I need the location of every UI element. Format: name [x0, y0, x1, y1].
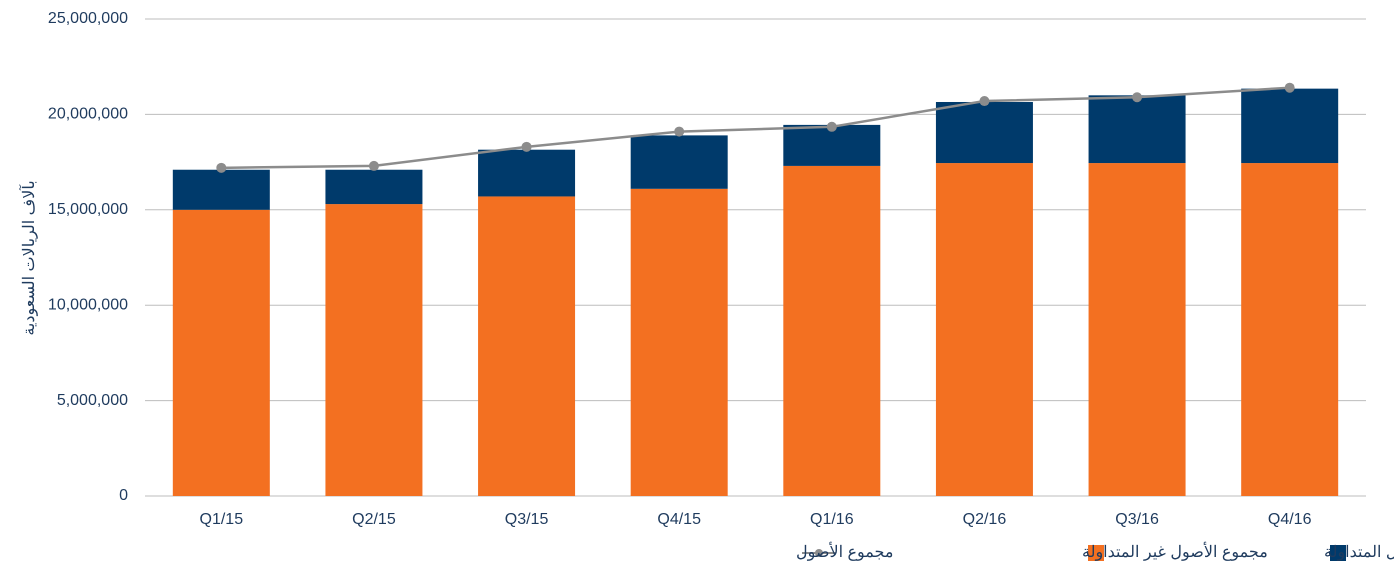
y-tick-label: 10,000,000	[48, 296, 128, 313]
x-tick-label: Q1/15	[200, 511, 244, 528]
y-tick-label: 0	[119, 487, 128, 504]
bar-segment	[1088, 95, 1186, 164]
x-tick-label: Q4/16	[1268, 511, 1312, 528]
bar-segment	[325, 204, 423, 497]
y-tick-label: 15,000,000	[48, 201, 128, 218]
line-point	[979, 96, 990, 107]
legend-label: مجموع الأصول غير المتداولة	[1082, 542, 1268, 561]
line-point	[1284, 82, 1295, 93]
legend-label: مجموع الأصول	[796, 542, 893, 561]
bar-segment	[935, 163, 1033, 496]
bar-segment	[1241, 88, 1339, 164]
bar-segment	[478, 149, 576, 197]
y-tick-label: 20,000,000	[48, 106, 128, 123]
legend-marker	[815, 549, 823, 557]
x-tick-label: Q3/16	[1115, 511, 1159, 528]
x-tick-label: Q4/15	[657, 511, 701, 528]
legend-label: مجموع الأصول المتداولة	[1324, 542, 1394, 561]
legend-swatch	[1088, 545, 1104, 561]
bar-segment	[325, 169, 423, 205]
bar-segment	[478, 196, 576, 496]
line-point	[368, 160, 379, 171]
bar-segment	[172, 209, 270, 497]
x-tick-label: Q1/16	[810, 511, 854, 528]
line-point	[826, 121, 837, 132]
bar-segment	[630, 135, 728, 189]
x-tick-label: Q2/16	[963, 511, 1007, 528]
x-tick-label: Q3/15	[505, 511, 549, 528]
bar-segment	[1088, 163, 1186, 496]
legend-swatch	[1330, 545, 1346, 561]
line-point	[674, 126, 685, 137]
bar-segment	[935, 101, 1033, 164]
line-series	[221, 86, 1290, 170]
y-tick-label: 25,000,000	[48, 10, 128, 27]
line-point	[216, 162, 227, 173]
bar-segment	[1241, 163, 1339, 496]
y-tick-label: 5,000,000	[57, 392, 128, 409]
x-tick-label: Q2/15	[352, 511, 396, 528]
bar-segment	[630, 188, 728, 496]
line-point	[1132, 92, 1143, 103]
line-point	[521, 141, 532, 152]
y-axis-label: بآلاف الريالات السعودية	[18, 180, 38, 335]
bar-segment	[783, 165, 881, 496]
bar-segment	[172, 169, 270, 210]
